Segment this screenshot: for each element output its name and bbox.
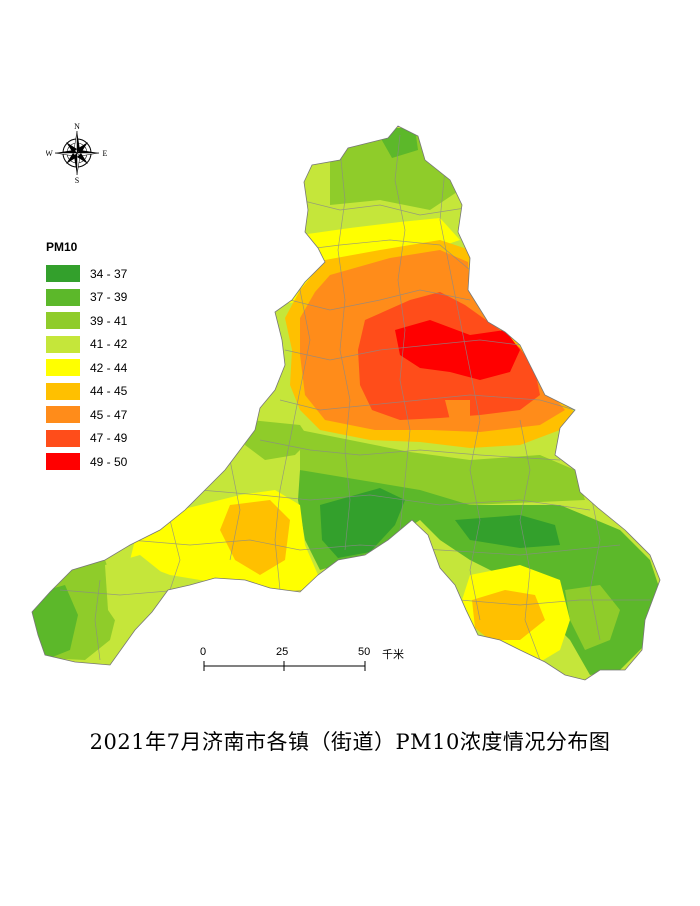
legend-label: 45 - 47	[90, 407, 128, 422]
legend-label: 42 - 44	[90, 360, 128, 375]
legend-swatch	[46, 288, 80, 306]
legend-item: 34 - 37	[46, 262, 127, 286]
legend-label: 34 - 37	[90, 266, 128, 281]
legend-label: 49 - 50	[90, 454, 128, 469]
compass-south-label: S	[75, 176, 79, 184]
scale-tick-25: 25	[276, 646, 289, 658]
legend-swatch	[46, 312, 80, 330]
legend-label: 37 - 39	[90, 290, 128, 305]
legend-item: 47 - 49	[46, 427, 127, 451]
legend-item: 44 - 45	[46, 380, 127, 404]
scale-tick-50: 50	[358, 646, 371, 658]
legend-swatch	[46, 335, 80, 353]
legend-title: PM10	[46, 240, 78, 254]
compass-rose: N S W E	[45, 122, 108, 185]
compass-west-label: W	[46, 149, 53, 158]
legend-swatch	[46, 406, 80, 424]
legend-swatch	[46, 429, 80, 447]
legend: PM10 34 - 37 37 - 39 39 - 41 41 - 42 42 - 44…	[46, 240, 127, 474]
compass-east-label: E	[103, 149, 108, 158]
compass-north-label: N	[74, 122, 80, 131]
map-title: 2021年7月济南市各镇（街道）PM10浓度情况分布图	[89, 730, 611, 754]
legend-item: 41 - 42	[46, 333, 127, 357]
scale-bar: 0 25 50 千米	[198, 646, 418, 678]
region-outline	[31, 125, 661, 681]
legend-swatch	[46, 359, 80, 377]
legend-label: 41 - 42	[90, 337, 128, 352]
legend-item: 49 - 50	[46, 450, 127, 474]
scale-bar-line	[203, 661, 366, 671]
scale-tick-0: 0	[200, 646, 207, 658]
legend-label: 44 - 45	[90, 384, 128, 399]
legend-item: 42 - 44	[46, 356, 127, 380]
legend-items: 34 - 37 37 - 39 39 - 41 41 - 42 42 - 44 44 - …	[46, 262, 127, 474]
legend-swatch	[46, 382, 80, 400]
legend-swatch	[46, 265, 80, 283]
district-boundaries	[59, 134, 650, 661]
scale-unit: 千米	[382, 649, 404, 661]
legend-label: 39 - 41	[90, 313, 128, 328]
legend-item: 45 - 47	[46, 403, 127, 427]
legend-item: 37 - 39	[46, 286, 127, 310]
legend-label: 47 - 49	[90, 431, 128, 446]
legend-item: 39 - 41	[46, 309, 127, 333]
legend-swatch	[46, 453, 80, 471]
compass-icon: N S W E	[45, 122, 108, 185]
